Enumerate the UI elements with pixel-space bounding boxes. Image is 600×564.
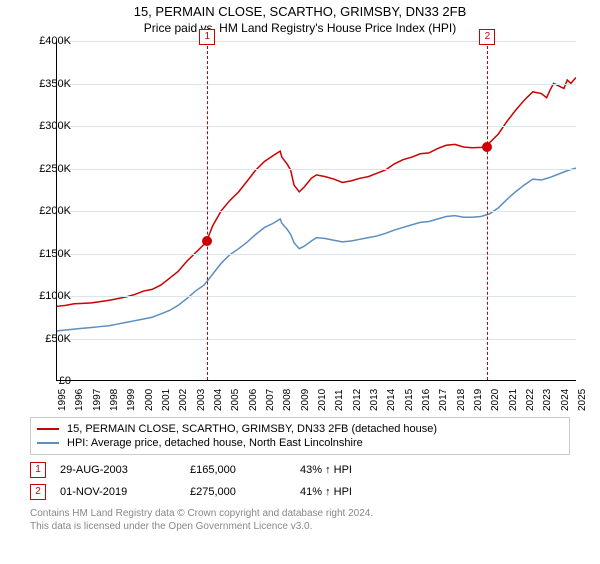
x-tick-label: 2015 <box>404 389 415 411</box>
series-line <box>57 168 576 331</box>
x-tick-label: 2014 <box>386 389 397 411</box>
x-tick-label: 2001 <box>161 389 172 411</box>
sales-pct: 41% ↑ HPI <box>300 486 420 498</box>
gridline <box>57 254 576 255</box>
legend: 15, PERMAIN CLOSE, SCARTHO, GRIMSBY, DN3… <box>30 417 570 455</box>
x-tick-label: 2019 <box>473 389 484 411</box>
sales-pct: 43% ↑ HPI <box>300 464 420 476</box>
x-tick-label: 2012 <box>352 389 363 411</box>
x-tick-label: 1998 <box>109 389 120 411</box>
y-tick-label: £400K <box>21 35 71 47</box>
x-tick-label: 2000 <box>144 389 155 411</box>
x-tick-label: 2017 <box>438 389 449 411</box>
sales-price: £275,000 <box>190 486 300 498</box>
gridline <box>57 296 576 297</box>
sale-marker-box: 1 <box>199 29 215 45</box>
legend-label: HPI: Average price, detached house, Nort… <box>67 437 363 449</box>
x-tick-label: 2009 <box>300 389 311 411</box>
sale-marker-dot <box>202 236 212 246</box>
legend-item: HPI: Average price, detached house, Nort… <box>37 436 563 450</box>
plot-region: £0£50K£100K£150K£200K£250K£300K£350K£400… <box>56 41 576 381</box>
x-tick-label: 2018 <box>456 389 467 411</box>
y-tick-label: £300K <box>21 120 71 132</box>
sales-table: 1 29-AUG-2003£165,00043% ↑ HPI 2 01-NOV-201… <box>30 459 570 503</box>
sales-row: 1 29-AUG-2003£165,00043% ↑ HPI <box>30 459 570 481</box>
chart-title: 15, PERMAIN CLOSE, SCARTHO, GRIMSBY, DN3… <box>0 4 600 19</box>
sales-row-marker: 1 <box>30 462 46 478</box>
legend-item: 15, PERMAIN CLOSE, SCARTHO, GRIMSBY, DN3… <box>37 422 563 436</box>
footer: Contains HM Land Registry data © Crown c… <box>30 507 570 533</box>
gridline <box>57 84 576 85</box>
footer-line2: This data is licensed under the Open Gov… <box>30 520 570 533</box>
chart-area: £0£50K£100K£150K£200K£250K£300K£350K£400… <box>36 41 596 411</box>
y-tick-label: £250K <box>21 163 71 175</box>
x-tick-label: 2013 <box>369 389 380 411</box>
x-tick-label: 2003 <box>196 389 207 411</box>
x-tick-label: 2006 <box>248 389 259 411</box>
y-tick-label: £0 <box>21 375 71 387</box>
sales-date: 01-NOV-2019 <box>60 486 190 498</box>
x-tick-label: 2024 <box>560 389 571 411</box>
x-tick-label: 2022 <box>525 389 536 411</box>
x-tick-label: 1997 <box>92 389 103 411</box>
gridline <box>57 211 576 212</box>
sale-vline <box>487 41 488 380</box>
sale-marker-dot <box>482 142 492 152</box>
x-tick-label: 1996 <box>74 389 85 411</box>
x-tick-label: 2016 <box>421 389 432 411</box>
y-tick-label: £350K <box>21 78 71 90</box>
x-tick-label: 2005 <box>230 389 241 411</box>
y-tick-label: £150K <box>21 248 71 260</box>
gridline <box>57 169 576 170</box>
x-tick-label: 2020 <box>490 389 501 411</box>
legend-swatch <box>37 442 59 444</box>
x-tick-label: 2025 <box>577 389 588 411</box>
legend-swatch <box>37 428 59 430</box>
x-tick-label: 2021 <box>508 389 519 411</box>
x-tick-label: 1995 <box>57 389 68 411</box>
x-tick-label: 2011 <box>334 389 345 411</box>
sales-date: 29-AUG-2003 <box>60 464 190 476</box>
legend-label: 15, PERMAIN CLOSE, SCARTHO, GRIMSBY, DN3… <box>67 423 437 435</box>
series-line <box>57 77 576 306</box>
sales-row-marker: 2 <box>30 484 46 500</box>
x-tick-label: 2002 <box>178 389 189 411</box>
x-tick-label: 2007 <box>265 389 276 411</box>
x-tick-label: 2023 <box>542 389 553 411</box>
x-tick-label: 1999 <box>126 389 137 411</box>
chart-subtitle: Price paid vs. HM Land Registry's House … <box>0 21 600 35</box>
gridline <box>57 41 576 42</box>
sales-row: 2 01-NOV-2019£275,00041% ↑ HPI <box>30 481 570 503</box>
gridline <box>57 339 576 340</box>
x-tick-label: 2008 <box>282 389 293 411</box>
sale-marker-box: 2 <box>479 29 495 45</box>
sale-vline <box>207 41 208 380</box>
y-tick-label: £100K <box>21 290 71 302</box>
y-tick-label: £200K <box>21 205 71 217</box>
footer-line1: Contains HM Land Registry data © Crown c… <box>30 507 570 520</box>
sales-price: £165,000 <box>190 464 300 476</box>
x-tick-label: 2010 <box>317 389 328 411</box>
x-tick-label: 2004 <box>213 389 224 411</box>
y-tick-label: £50K <box>21 333 71 345</box>
gridline <box>57 126 576 127</box>
